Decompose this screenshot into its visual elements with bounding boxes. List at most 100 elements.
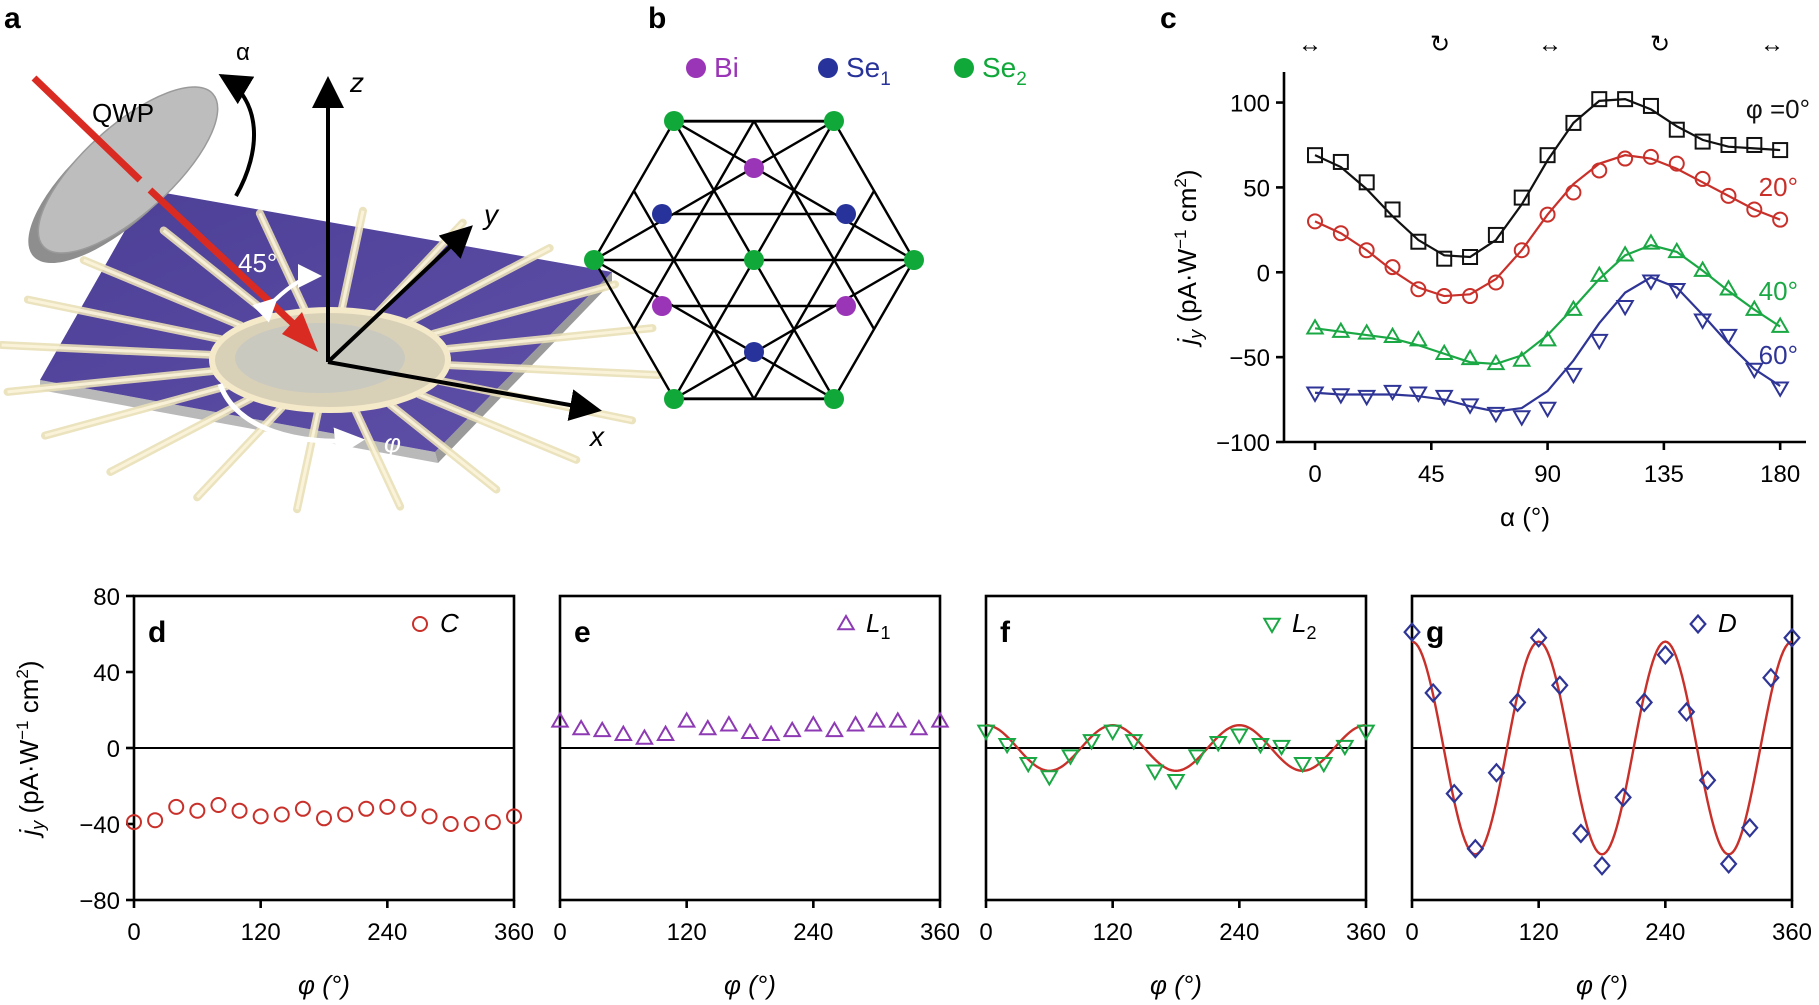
data-point: [1460, 348, 1480, 366]
fit-line: [1314, 243, 1781, 366]
data-point: [592, 720, 612, 738]
panel-letter-a: a: [4, 2, 21, 35]
phi-arrow: [217, 383, 365, 458]
lattice-atom: [744, 250, 764, 270]
data-point: [1384, 201, 1401, 218]
electrode-spoke-highlight: [340, 210, 365, 309]
polarization-marker: ↻: [1430, 31, 1450, 58]
data-point: [1667, 282, 1687, 300]
panel-g: g 0 120 240 360 φ (°) D: [1403, 594, 1812, 1000]
x-tick-label: 240: [1645, 919, 1685, 946]
data-point: [1166, 774, 1186, 791]
data-point: [463, 816, 480, 832]
data-point: [909, 718, 929, 736]
data-point: [442, 816, 459, 832]
data-point: [1208, 736, 1228, 753]
x-tick-label: 240: [1219, 919, 1259, 946]
data-point: [635, 728, 654, 745]
y-tick-label: −100: [1216, 430, 1270, 457]
x-axis: [327, 360, 602, 421]
data-point: [1641, 233, 1661, 250]
data-point: [1436, 288, 1453, 305]
data-point: [1487, 226, 1504, 243]
y-tick-label: 50: [1243, 175, 1270, 202]
panel-letter-e: e: [574, 616, 591, 649]
data-point: [571, 718, 591, 736]
data-point: [1383, 326, 1402, 344]
data-point: [677, 711, 697, 728]
data-point: [1357, 389, 1377, 407]
data-point: [1357, 323, 1377, 340]
series-label: 40°: [1759, 276, 1798, 306]
series-label: 60°: [1759, 340, 1798, 370]
panel-letter-d: d: [148, 616, 166, 649]
data-point: [1538, 401, 1558, 419]
chart-c: −100 −50 0 50 100 0 45 90 135 180 α (°) jy (pA·W−1 …: [1171, 72, 1810, 532]
data-point: [1512, 410, 1532, 427]
x-tick-label: 240: [367, 919, 407, 946]
data-point: [1565, 184, 1582, 201]
data-point: [231, 802, 248, 819]
panel-d: d 0 120 240 360 φ (°) −80 −40 0 40 80 jy (pA·W−1 cm…: [13, 584, 534, 1000]
data-point: [1187, 749, 1207, 766]
x-tick-label: 360: [494, 919, 534, 946]
data-point: [1719, 279, 1738, 296]
data-point: [1305, 386, 1325, 403]
y-tick-label: 0: [1257, 260, 1270, 287]
data-point: [1462, 249, 1479, 265]
data-point: [761, 724, 781, 741]
data-point: [1635, 692, 1654, 713]
data-point: [1529, 627, 1548, 648]
data-point: [1772, 142, 1789, 159]
data-point: [379, 798, 396, 815]
data-point: [1694, 170, 1711, 187]
electrode-spoke-highlight: [83, 258, 242, 327]
data-point: [1720, 187, 1737, 204]
data-point: [1358, 174, 1375, 191]
x-tick-label: 45: [1418, 461, 1445, 488]
electrode-spoke-highlight: [433, 282, 616, 336]
electrode-spoke-highlight: [418, 393, 577, 462]
data-point: [1408, 386, 1428, 403]
rotation-arrow: [218, 73, 257, 197]
data-point: [1589, 333, 1609, 351]
data-point: [1018, 756, 1038, 774]
data-point: [1746, 201, 1763, 218]
data-point: [1589, 265, 1609, 282]
data-point: [1145, 764, 1165, 781]
data-point: [1434, 343, 1454, 360]
panel-e: e 0 120 240 360 φ (°) L1: [550, 594, 960, 1000]
data-point: [1593, 855, 1611, 876]
data-point: [1668, 121, 1685, 138]
data-point: [273, 806, 290, 823]
legend-se1-marker: [818, 58, 838, 78]
y-axis-label: jy (pA·W−1 cm2): [1171, 169, 1206, 347]
polarization-marker: ↔: [1538, 31, 1562, 58]
data-point: [1487, 762, 1506, 783]
data-point: [1332, 225, 1349, 242]
x-tick-label: 120: [241, 919, 281, 946]
lattice-bond: [632, 190, 756, 400]
data-point: [1356, 724, 1376, 741]
panel-b: b Bi Se1 Se2: [584, 2, 1027, 409]
x-tick-label: 0: [553, 919, 566, 946]
data-point: [1307, 213, 1324, 230]
lattice-diagram: [584, 111, 924, 409]
data-point: [1103, 724, 1123, 741]
data-point: [1331, 321, 1351, 338]
chart-g: g 0 120 240 360 φ (°) D: [1403, 594, 1812, 1000]
data-point: [1615, 299, 1635, 317]
chart-e: e 0 120 240 360 φ (°) L1: [550, 594, 960, 1000]
lattice-bond: [752, 190, 876, 400]
data-point: [1615, 245, 1635, 262]
data-point: [1512, 350, 1532, 367]
y-axis-label: y: [482, 199, 500, 230]
data-point: [1424, 682, 1442, 703]
panel-a: a QWP α z y x 45°: [0, 2, 663, 514]
data-point: [1642, 148, 1659, 165]
data-point: [1563, 299, 1583, 316]
lattice-atom: [744, 158, 764, 178]
data-point: [1667, 241, 1687, 259]
data-point: [484, 814, 501, 831]
data-point: [316, 810, 332, 827]
